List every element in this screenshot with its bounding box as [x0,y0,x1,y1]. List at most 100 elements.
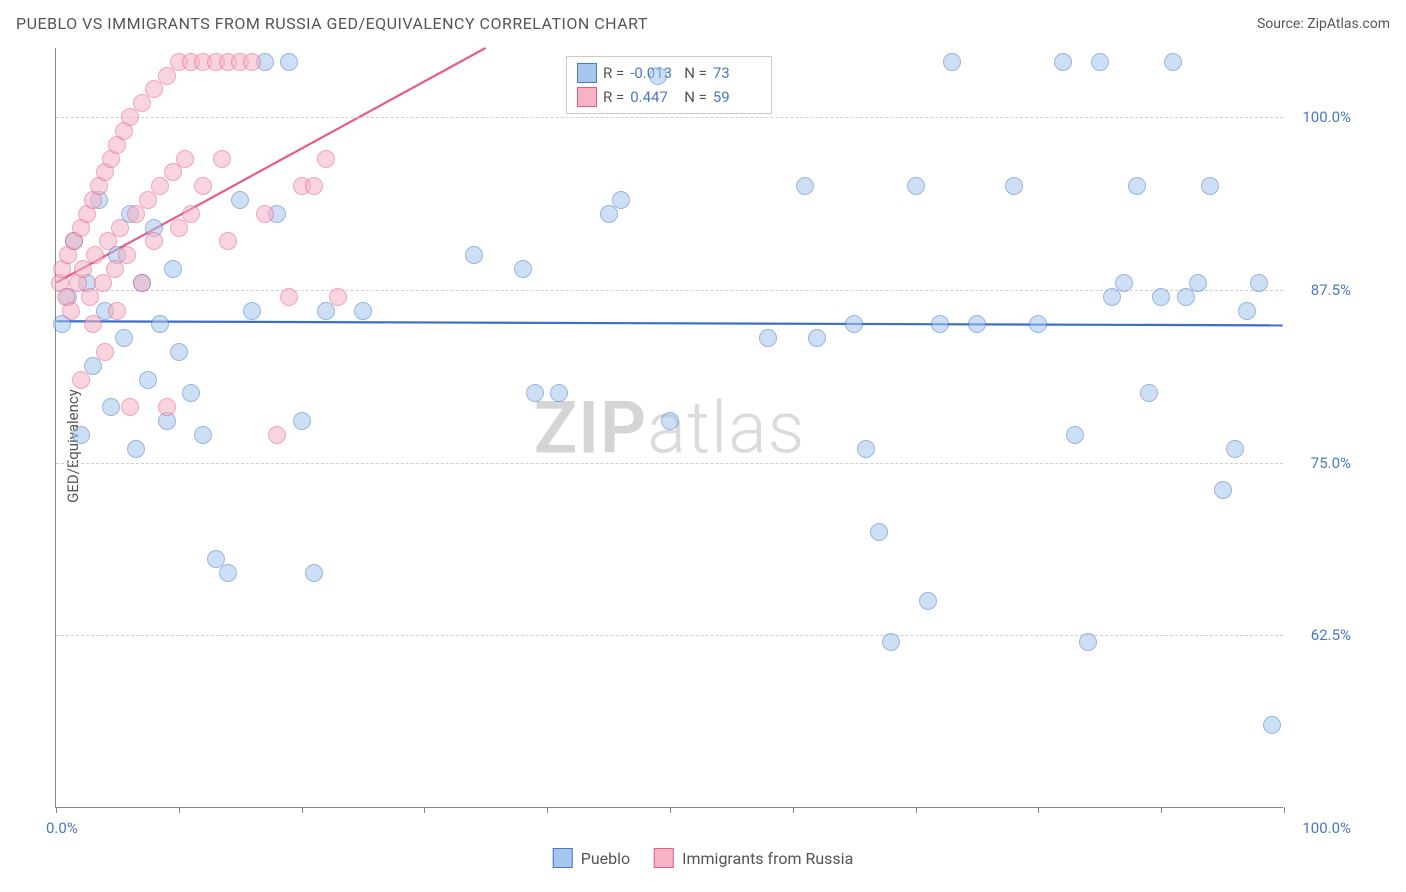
scatter-point [759,329,777,347]
scatter-point [182,205,200,223]
r-label: R = [603,88,624,106]
y-tick-label: 62.5% [1291,626,1351,644]
scatter-point [329,288,347,306]
scatter-point [943,53,961,71]
scatter-point [121,108,139,126]
scatter-point [882,633,900,651]
x-tick [1038,807,1039,813]
scatter-point [243,302,261,320]
scatter-point [1115,274,1133,292]
scatter-point [796,177,814,195]
scatter-point [1066,426,1084,444]
scatter-point [115,329,133,347]
stats-row: R =-0.013N =73 [577,61,761,85]
scatter-point [158,67,176,85]
scatter-point [268,426,286,444]
y-tick-label: 75.0% [1291,454,1351,472]
legend-label: Immigrants from Russia [682,849,853,868]
scatter-point [293,412,311,430]
scatter-point [280,288,298,306]
scatter-point [1214,481,1232,499]
scatter-point [808,329,826,347]
scatter-point [1029,315,1047,333]
scatter-point [127,440,145,458]
x-tick [1284,807,1285,813]
scatter-point [243,53,261,71]
scatter-point [1226,440,1244,458]
scatter-point [1238,302,1256,320]
bottom-legend: Pueblo Immigrants from Russia [553,848,854,868]
chart-title: PUEBLO VS IMMIGRANTS FROM RUSSIA GED/EQU… [16,14,648,33]
scatter-point [145,80,163,98]
correlation-stats-box: R =-0.013N =73R =0.447N =59 [566,56,772,114]
scatter-point [81,288,99,306]
scatter-point [1189,274,1207,292]
scatter-point [1091,53,1109,71]
x-tick [793,807,794,813]
scatter-point [256,205,274,223]
scatter-point [170,343,188,361]
scatter-point [1164,53,1182,71]
legend-item: Immigrants from Russia [654,848,853,868]
scatter-point [139,191,157,209]
scatter-point [870,523,888,541]
source-name: ZipAtlas.com [1307,16,1390,32]
scatter-point [99,232,117,250]
scatter-point [1103,288,1121,306]
scatter-point [649,67,667,85]
legend-swatch [553,848,573,868]
scatter-point [317,150,335,168]
source-attribution: Source: ZipAtlas.com [1257,16,1390,32]
scatter-point [94,274,112,292]
scatter-point [907,177,925,195]
scatter-point [194,177,212,195]
r-value: 0.447 [630,88,678,106]
scatter-point [84,315,102,333]
scatter-point [96,343,114,361]
scatter-point [139,371,157,389]
scatter-point [354,302,372,320]
legend-swatch [577,87,597,107]
scatter-point [164,163,182,181]
x-tick [56,807,57,813]
x-tick [424,807,425,813]
source-label: Source: [1257,16,1307,32]
scatter-point [1128,177,1146,195]
scatter-point [305,177,323,195]
legend-swatch [654,848,674,868]
scatter-point [231,191,249,209]
scatter-point [514,260,532,278]
scatter-point [72,426,90,444]
x-tick [670,807,671,813]
scatter-point [182,384,200,402]
scatter-point [133,274,151,292]
stats-row: R =0.447N =59 [577,85,761,109]
scatter-point [857,440,875,458]
trend-line [56,321,1282,325]
scatter-point [213,150,231,168]
scatter-point [72,371,90,389]
gridline [56,117,1283,118]
scatter-point [145,232,163,250]
scatter-point [931,315,949,333]
gridline [56,290,1283,291]
scatter-point [151,315,169,333]
scatter-point [612,191,630,209]
scatter-point [106,260,124,278]
scatter-point [1250,274,1268,292]
n-value: 59 [713,88,761,106]
scatter-point [1152,288,1170,306]
gridline [56,463,1283,464]
x-tick-label-max: 100.0% [1302,819,1351,837]
scatter-point [1140,384,1158,402]
scatter-point [919,592,937,610]
r-label: R = [603,64,624,82]
y-tick-label: 100.0% [1291,108,1351,126]
legend-label: Pueblo [581,849,630,868]
x-tick-label-min: 0.0% [46,819,78,837]
scatter-point [1079,633,1097,651]
scatter-point [219,232,237,250]
scatter-point [465,246,483,264]
scatter-point [62,302,80,320]
scatter-point [219,564,237,582]
